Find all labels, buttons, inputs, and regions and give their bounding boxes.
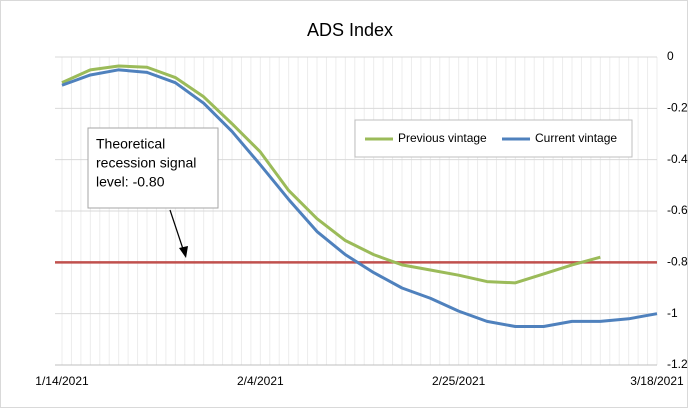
annotation-box	[87, 127, 219, 209]
x-tick-label: 1/14/2021	[35, 374, 89, 388]
x-tick-label: 2/4/2021	[237, 374, 284, 388]
annotation-text: level: -0.80	[96, 174, 165, 190]
data-line	[61, 68, 658, 328]
y-tick-label: -1	[667, 306, 678, 320]
y-tick-label: 0	[667, 49, 674, 63]
arrow-head	[179, 246, 188, 258]
x-tick-label: 2/25/2021	[432, 374, 486, 388]
y-tick-label: -0.6	[667, 203, 688, 217]
chart-title: ADS Index	[307, 20, 393, 40]
legend-label: Current vintage	[535, 131, 617, 145]
annotation-arrow	[169, 209, 185, 253]
legend-box	[354, 119, 633, 158]
y-tick-label: -0.8	[667, 255, 688, 269]
y-tick-label: -0.4	[667, 152, 688, 166]
legend-label: Previous vintage	[398, 131, 487, 145]
annotation-text: recession signal	[96, 155, 196, 171]
data-line	[61, 64, 601, 285]
y-tick-label: -0.2	[667, 101, 688, 115]
x-tick-label: 3/18/2021	[630, 374, 684, 388]
y-tick-label: -1.2	[667, 357, 688, 371]
annotation-text: Theoretical	[96, 136, 165, 152]
